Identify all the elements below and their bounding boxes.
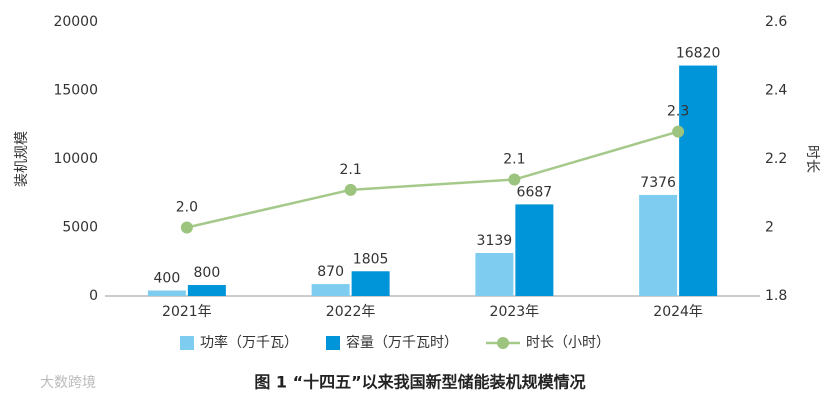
y-tick-label: 20000 (53, 14, 98, 30)
bar (679, 65, 718, 296)
x-tick-label: 2024年 (653, 304, 703, 320)
legend-swatch (180, 336, 194, 350)
line-marker (508, 173, 521, 186)
y-tick-label: 10000 (53, 151, 98, 167)
bar (475, 252, 514, 296)
y2-tick-label: 1.8 (765, 288, 787, 304)
y2-tick-label: 2.6 (765, 14, 787, 30)
legend-swatch (497, 337, 509, 349)
line-value-label: 2.1 (503, 152, 525, 168)
line-marker (344, 183, 357, 196)
y-tick-label: 15000 (53, 83, 98, 99)
legend-label: 功率（万千瓦） (200, 334, 298, 351)
watermark: 大数跨境 (40, 375, 96, 391)
bar-value-label: 400 (154, 271, 181, 287)
y-tick-label: 0 (89, 288, 98, 304)
bar-value-label: 1805 (353, 251, 389, 267)
bar-value-label: 6687 (517, 184, 553, 200)
y2-axis-title: 时长 (804, 145, 820, 173)
bar-value-label: 800 (194, 265, 221, 281)
bar (351, 271, 390, 296)
y2-tick-label: 2.2 (765, 151, 787, 167)
legend-label: 容量（万千瓦时） (346, 334, 458, 351)
bar (147, 290, 186, 296)
bar (187, 285, 226, 296)
y2-tick-label: 2.4 (765, 83, 787, 99)
bar-value-label: 3139 (477, 233, 513, 249)
x-tick-label: 2022年 (326, 304, 376, 320)
y-tick-label: 5000 (62, 220, 98, 236)
y2-tick-label: 2 (765, 220, 774, 236)
bar (515, 204, 554, 296)
line (186, 130, 679, 229)
bar-value-label: 7376 (640, 175, 676, 191)
bar-value-label: 16820 (676, 46, 721, 62)
bar (311, 284, 350, 296)
line-marker (672, 125, 685, 138)
bar (639, 194, 678, 296)
y-axis-title: 装机规模 (14, 131, 30, 187)
line-value-label: 2.3 (667, 104, 689, 120)
legend-label: 时长（小时） (526, 335, 610, 351)
line-value-label: 2.1 (339, 162, 361, 178)
line-marker (180, 221, 193, 234)
x-tick-label: 2023年 (490, 304, 540, 320)
legend-swatch (326, 336, 340, 350)
caption: 图 1 “十四五”以来我国新型储能装机规模情况 (254, 373, 585, 392)
line-value-label: 2.0 (176, 200, 198, 216)
x-tick-label: 2021年 (162, 304, 212, 320)
bar-value-label: 870 (317, 264, 344, 280)
